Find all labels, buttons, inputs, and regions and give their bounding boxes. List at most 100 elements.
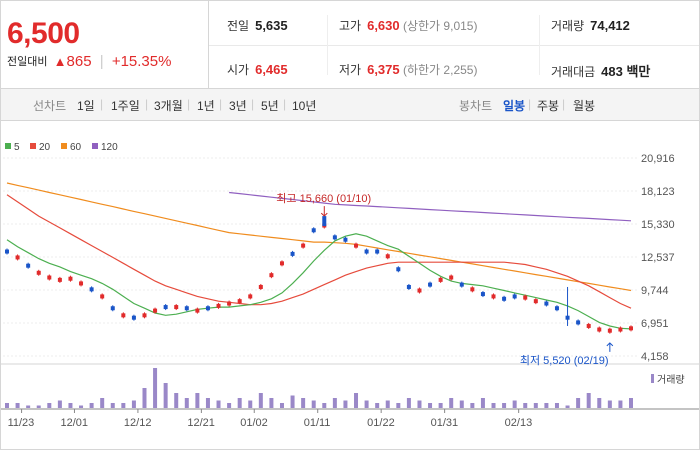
- period-3y[interactable]: 3년: [229, 99, 247, 113]
- volume-bar: [26, 405, 31, 408]
- volume-bar: [15, 403, 20, 408]
- ma5-line: [6, 233, 632, 330]
- y-tick-label: 4,158: [641, 351, 669, 363]
- volume-bar: [184, 398, 189, 408]
- price-chart: 5 20 60 120 20,916 18,123 15,330 12,537 9,744 6,9…: [1, 142, 699, 429]
- candle-weekly[interactable]: 주봉: [537, 99, 560, 113]
- candle-body: [428, 282, 433, 287]
- volume-bar: [216, 400, 221, 408]
- volume-bar: [205, 398, 210, 408]
- volume-bar: [290, 395, 295, 408]
- candle-body: [163, 305, 168, 310]
- change-rate: +15.35%: [111, 53, 172, 70]
- volume-bar: [100, 398, 105, 408]
- divider: |: [99, 53, 104, 70]
- period-1w[interactable]: 1주일: [111, 99, 140, 113]
- candle-daily[interactable]: 일봉: [503, 99, 526, 113]
- candle-body: [311, 228, 316, 233]
- candle-body: [205, 306, 210, 311]
- candle-body: [597, 327, 602, 332]
- stat-divider: [327, 15, 328, 75]
- candle-body: [364, 249, 369, 254]
- volume-bar: [470, 403, 475, 408]
- volume-bar: [79, 405, 84, 408]
- header-divider: [209, 45, 699, 46]
- candle-body: [216, 303, 221, 308]
- candle-body: [290, 251, 295, 256]
- candle-body: [470, 287, 475, 292]
- candle-body: [100, 294, 105, 299]
- stat-high: 고가 6,630 (상한가 9,015): [339, 18, 478, 33]
- volume-bar: [311, 400, 316, 408]
- change-label: 전일대비: [7, 56, 48, 68]
- high-arrow-icon: [320, 206, 328, 217]
- volume-bar: [618, 400, 623, 408]
- legend-label-20: 20: [39, 142, 51, 153]
- volume-bar: [459, 400, 464, 408]
- volume-bar: [523, 403, 528, 408]
- candle-body: [512, 294, 517, 299]
- period-1d[interactable]: 1일: [77, 99, 95, 113]
- candle-body: [269, 273, 274, 278]
- candle-body: [607, 328, 612, 333]
- volume-bar: [449, 398, 454, 408]
- stat-volume: 거래량 74,412: [551, 18, 630, 33]
- quote-header: 6,500 전일대비 ▲865 | +15.35% 전일 5,635 고가 6,63…: [1, 1, 699, 89]
- volume-bar: [5, 403, 9, 408]
- ma60-line: [6, 182, 632, 292]
- volume-bar: [174, 393, 179, 408]
- candle-body: [174, 305, 179, 310]
- volume-bar: [227, 403, 232, 408]
- x-tick-label: 02/13: [505, 417, 533, 429]
- candle-body: [406, 284, 411, 289]
- legend-label-60: 60: [70, 142, 82, 153]
- volume-bar: [237, 398, 242, 408]
- volume-bar: [110, 403, 115, 408]
- candle-body: [36, 270, 41, 275]
- candle-body: [47, 275, 52, 280]
- candle-body: [5, 249, 9, 254]
- candle-body: [576, 320, 581, 325]
- volume-bar: [131, 400, 136, 408]
- volume-bar: [375, 403, 380, 408]
- y-tick-label: 6,951: [641, 318, 669, 330]
- volume-bar: [565, 405, 570, 408]
- candle-body: [15, 255, 20, 260]
- volume-bar: [438, 403, 443, 408]
- candle-body: [375, 249, 380, 254]
- volume-bar: [576, 398, 581, 408]
- low-arrow-icon: [606, 342, 614, 352]
- candle-body: [385, 254, 390, 259]
- y-tick-label: 9,744: [641, 285, 669, 297]
- stat-amount: 거래대금 483 백만: [551, 64, 651, 79]
- period-10y[interactable]: 10년: [292, 99, 317, 113]
- candle-body: [237, 299, 242, 304]
- period-5y[interactable]: 5년: [261, 99, 279, 113]
- candle-body: [26, 263, 31, 268]
- candle-monthly[interactable]: 월봉: [573, 99, 596, 113]
- candle-body: [449, 275, 454, 280]
- period-3m[interactable]: 3개월: [154, 99, 183, 113]
- volume-bar: [533, 403, 538, 408]
- x-tick-label: 01/02: [240, 417, 268, 429]
- change-amount: 865: [66, 53, 92, 70]
- volume-bar: [502, 403, 507, 408]
- volume-legend-label: 거래량: [657, 374, 685, 386]
- volume-bar: [269, 398, 274, 408]
- volume-bar: [364, 400, 369, 408]
- candle-body: [89, 287, 94, 292]
- candle-body: [227, 301, 232, 306]
- volume-bar: [554, 403, 559, 408]
- volume-bar: [385, 400, 390, 408]
- line-chart-label: 선차트: [33, 99, 67, 113]
- ma120-line: [229, 191, 632, 222]
- chart-toolbar: 선차트 1일 | 1주일 | 3개월 | 1년 | 3년 | 5년 | 10년 …: [1, 89, 699, 121]
- period-1y[interactable]: 1년: [197, 99, 215, 113]
- x-tick-label: 01/22: [367, 417, 395, 429]
- candle-body: [544, 301, 549, 306]
- candle-body: [258, 284, 263, 289]
- volume-bar: [396, 403, 401, 408]
- volume-bar: [142, 388, 147, 408]
- candle-body: [629, 326, 633, 331]
